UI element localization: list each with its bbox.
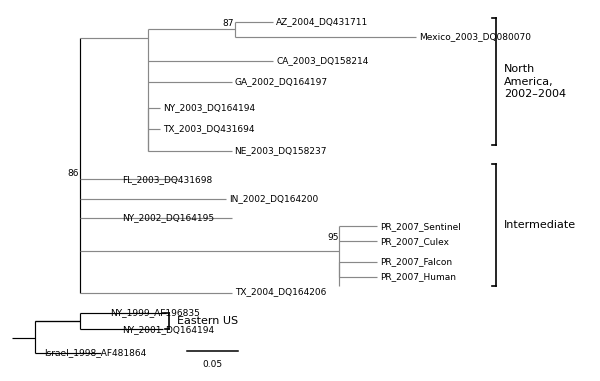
- Text: Israel_1998_AF481864: Israel_1998_AF481864: [44, 349, 146, 357]
- Text: NY_1999_AF196835: NY_1999_AF196835: [110, 308, 200, 317]
- Text: Eastern US: Eastern US: [177, 316, 238, 326]
- Text: NY_2001_DQ164194: NY_2001_DQ164194: [122, 325, 214, 334]
- Text: Intermediate: Intermediate: [504, 220, 576, 230]
- Text: PR_2007_Falcon: PR_2007_Falcon: [380, 257, 452, 266]
- Text: IN_2002_DQ164200: IN_2002_DQ164200: [229, 194, 318, 203]
- Text: Mexico_2003_DQ080070: Mexico_2003_DQ080070: [419, 32, 531, 41]
- Text: CA_2003_DQ158214: CA_2003_DQ158214: [276, 56, 368, 66]
- Text: FL_2003_DQ431698: FL_2003_DQ431698: [122, 175, 212, 184]
- Text: NE_2003_DQ158237: NE_2003_DQ158237: [235, 147, 327, 155]
- Text: 95: 95: [327, 233, 338, 242]
- Text: 0.05: 0.05: [202, 360, 223, 369]
- Text: TX_2004_DQ164206: TX_2004_DQ164206: [235, 287, 326, 296]
- Text: North
America,
2002–2004: North America, 2002–2004: [504, 64, 566, 99]
- Text: PR_2007_Culex: PR_2007_Culex: [380, 237, 449, 246]
- Text: NY_2003_DQ164194: NY_2003_DQ164194: [163, 103, 256, 112]
- Text: AZ_2004_DQ431711: AZ_2004_DQ431711: [276, 17, 368, 26]
- Text: 86: 86: [67, 169, 79, 178]
- Text: GA_2002_DQ164197: GA_2002_DQ164197: [235, 77, 328, 86]
- Text: TX_2003_DQ431694: TX_2003_DQ431694: [163, 124, 255, 133]
- Text: PR_2007_Human: PR_2007_Human: [380, 272, 456, 281]
- Text: 87: 87: [222, 19, 233, 28]
- Text: NY_2002_DQ164195: NY_2002_DQ164195: [122, 213, 214, 222]
- Text: PR_2007_Sentinel: PR_2007_Sentinel: [380, 222, 461, 231]
